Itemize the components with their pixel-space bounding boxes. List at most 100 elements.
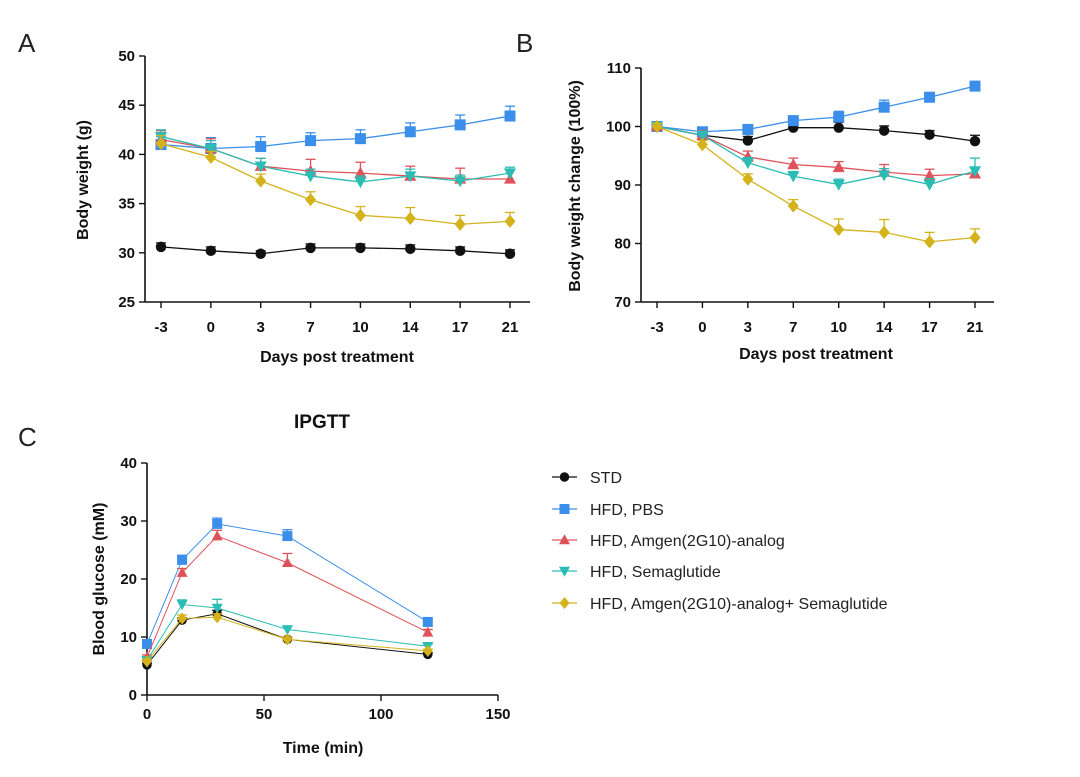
series-hfd-pbs — [651, 80, 981, 138]
data-point — [354, 208, 366, 223]
series-std — [155, 241, 516, 260]
panel-a-x-axis-label: Days post treatment — [260, 349, 414, 366]
panel-b-letter: B — [516, 28, 533, 58]
data-point — [968, 166, 982, 178]
legend-label-hfd-pbs: HFD, PBS — [590, 502, 664, 519]
data-point — [354, 133, 366, 145]
data-point — [833, 122, 844, 133]
x-tick-label: -3 — [650, 319, 663, 336]
data-point — [176, 566, 188, 577]
data-point — [878, 225, 890, 239]
panel-a-y-axis-label: Body weight (g) — [75, 120, 92, 240]
data-point — [422, 644, 433, 657]
data-point — [923, 169, 936, 181]
data-point — [404, 211, 416, 225]
series-line — [656, 85, 976, 133]
data-point — [969, 80, 981, 92]
x-tick-label: -3 — [154, 319, 167, 336]
legend-marker-square — [559, 504, 570, 514]
data-point — [833, 111, 845, 123]
y-tick-label: 40 — [120, 455, 137, 472]
data-point — [404, 126, 416, 138]
data-point — [304, 171, 317, 183]
legend-marker — [559, 504, 570, 514]
legend: STD HFD, PBS HFD, Amgen(2G10)-analog HFD… — [552, 470, 888, 613]
y-tick-label: 80 — [614, 236, 631, 253]
series-hfd-semaglutide — [650, 121, 982, 191]
panel-b: B Body weight change (100%) Days post tr… — [516, 28, 994, 363]
legend-item-std: STD — [552, 470, 622, 487]
data-point — [787, 171, 800, 183]
x-tick-label: 0 — [143, 706, 151, 723]
data-point — [177, 612, 188, 625]
x-tick-label: 10 — [830, 319, 847, 336]
series-hfd-pbs — [142, 517, 433, 649]
series-line — [656, 125, 976, 177]
y-tick-label: 100 — [606, 119, 631, 136]
data-point — [142, 638, 152, 649]
legend-marker — [559, 566, 570, 577]
y-tick-label: 110 — [607, 60, 631, 77]
data-point — [787, 158, 800, 170]
data-point — [176, 600, 188, 611]
data-point — [305, 242, 316, 254]
series-hfd-semaglutide — [141, 598, 434, 666]
legend-marker-diamond — [559, 597, 570, 609]
data-point — [254, 161, 267, 173]
data-point — [354, 177, 367, 189]
data-point — [177, 554, 188, 565]
data-point — [503, 168, 517, 180]
data-point — [281, 625, 293, 636]
x-tick-label: 21 — [967, 319, 984, 336]
data-point — [211, 603, 223, 614]
data-point — [878, 170, 891, 182]
panel-c-x-axis-label: Time (min) — [283, 740, 364, 757]
y-tick-label: 25 — [118, 294, 135, 311]
legend-item-hfd-combo: HFD, Amgen(2G10)-analog+ Semaglutide — [552, 596, 888, 613]
x-tick-label: 7 — [306, 319, 314, 336]
data-point — [504, 110, 516, 122]
panel-c-y-axis-label: Blood glucose (mM) — [91, 503, 108, 656]
panel-a-plot-area — [154, 105, 517, 260]
data-point — [833, 222, 845, 237]
y-tick-label: 35 — [118, 196, 135, 213]
data-point — [454, 176, 467, 188]
data-point — [142, 655, 152, 668]
legend-item-hfd-pbs: HFD, PBS — [552, 502, 664, 519]
data-point — [211, 530, 223, 541]
data-point — [204, 143, 217, 155]
y-tick-label: 90 — [614, 177, 631, 194]
series-hfd-amgen-2g10-analog-semaglutide — [651, 119, 981, 249]
panel-a-letter: A — [18, 28, 36, 58]
x-tick-label: 3 — [744, 319, 752, 336]
data-point — [742, 172, 754, 186]
legend-item-hfd-semaglutide: HFD, Semaglutide — [552, 564, 721, 581]
data-point — [405, 243, 416, 255]
panel-c-title: IPGTT — [294, 412, 350, 433]
series-line — [656, 125, 976, 186]
data-point — [924, 129, 935, 140]
series-line — [160, 142, 511, 225]
data-point — [354, 166, 367, 178]
x-tick-label: 150 — [485, 706, 510, 723]
data-point — [422, 626, 434, 637]
y-tick-label: 10 — [120, 629, 137, 646]
legend-marker — [559, 534, 570, 545]
legend-marker-triangle-up — [559, 534, 570, 545]
y-tick-label: 45 — [118, 97, 135, 114]
data-point — [305, 193, 317, 207]
x-tick-label: 17 — [452, 319, 469, 336]
panel-c-plot-area — [141, 517, 434, 670]
x-tick-label: 14 — [402, 319, 419, 336]
panel-c: C IPGTT Blood glucose (mM) Time (min) 0 1… — [18, 412, 511, 757]
x-tick-label: 0 — [207, 319, 215, 336]
data-point — [696, 138, 708, 152]
data-point — [969, 231, 981, 245]
data-point — [504, 214, 516, 228]
x-tick-label: 100 — [368, 706, 393, 723]
y-tick-label: 20 — [120, 571, 137, 588]
data-point — [504, 248, 516, 260]
x-tick-label: 17 — [921, 319, 938, 336]
y-tick-label: 0 — [129, 687, 137, 704]
